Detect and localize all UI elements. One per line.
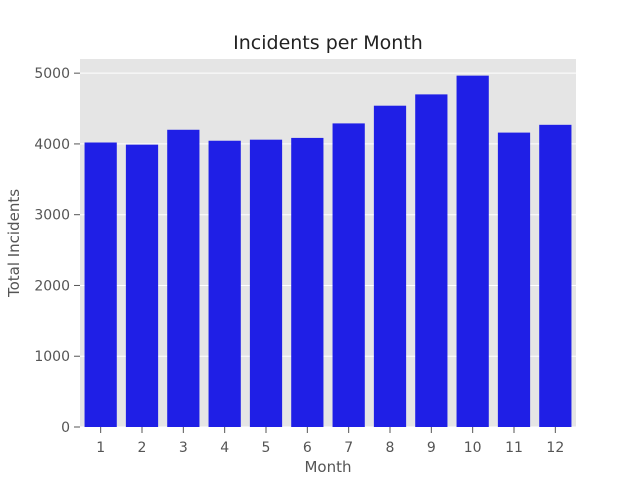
y-tick-label: 2000: [34, 278, 70, 294]
y-tick-label: 0: [61, 420, 70, 436]
bar-month-2: [125, 144, 159, 427]
bar-month-8: [373, 105, 407, 427]
y-axis-ticks: 0 1000 2000 3000 4000 5000: [34, 66, 80, 436]
bar-month-9: [415, 94, 448, 427]
y-tick-label: 1000: [34, 349, 70, 365]
x-tick-label: 8: [386, 440, 395, 456]
bar-month-12: [539, 124, 572, 428]
y-tick-label: 5000: [34, 66, 70, 82]
plot-background: [80, 59, 576, 427]
x-axis-label: Month: [304, 458, 351, 476]
x-tick-label: 6: [303, 440, 312, 456]
bar-month-10: [456, 75, 489, 427]
chart-title: Incidents per Month: [233, 32, 423, 54]
x-tick-label: 10: [464, 440, 482, 456]
x-tick-label: 4: [220, 440, 229, 456]
bar-month-7: [332, 123, 365, 428]
y-axis-label: Total Incidents: [5, 189, 23, 298]
bars: [84, 75, 572, 428]
bar-month-4: [208, 140, 241, 427]
x-tick-label: 3: [179, 440, 188, 456]
x-tick-label: 12: [546, 440, 564, 456]
x-tick-label: 7: [344, 440, 353, 456]
x-tick-label: 11: [505, 440, 523, 456]
bar-month-1: [84, 142, 117, 427]
x-axis-ticks: 1 2 3 4 5 6 7 8 9 10 11 12: [96, 427, 564, 456]
x-tick-label: 2: [138, 440, 147, 456]
x-tick-label: 9: [427, 440, 436, 456]
bar-month-5: [249, 139, 283, 427]
y-tick-label: 4000: [34, 137, 70, 153]
y-tick-label: 3000: [34, 208, 70, 224]
bar-month-6: [291, 137, 324, 427]
grid-lines: [80, 72, 576, 428]
bar-month-11: [497, 132, 531, 427]
x-tick-label: 1: [96, 440, 105, 456]
bar-month-3: [167, 129, 200, 427]
x-tick-label: 5: [262, 440, 271, 456]
